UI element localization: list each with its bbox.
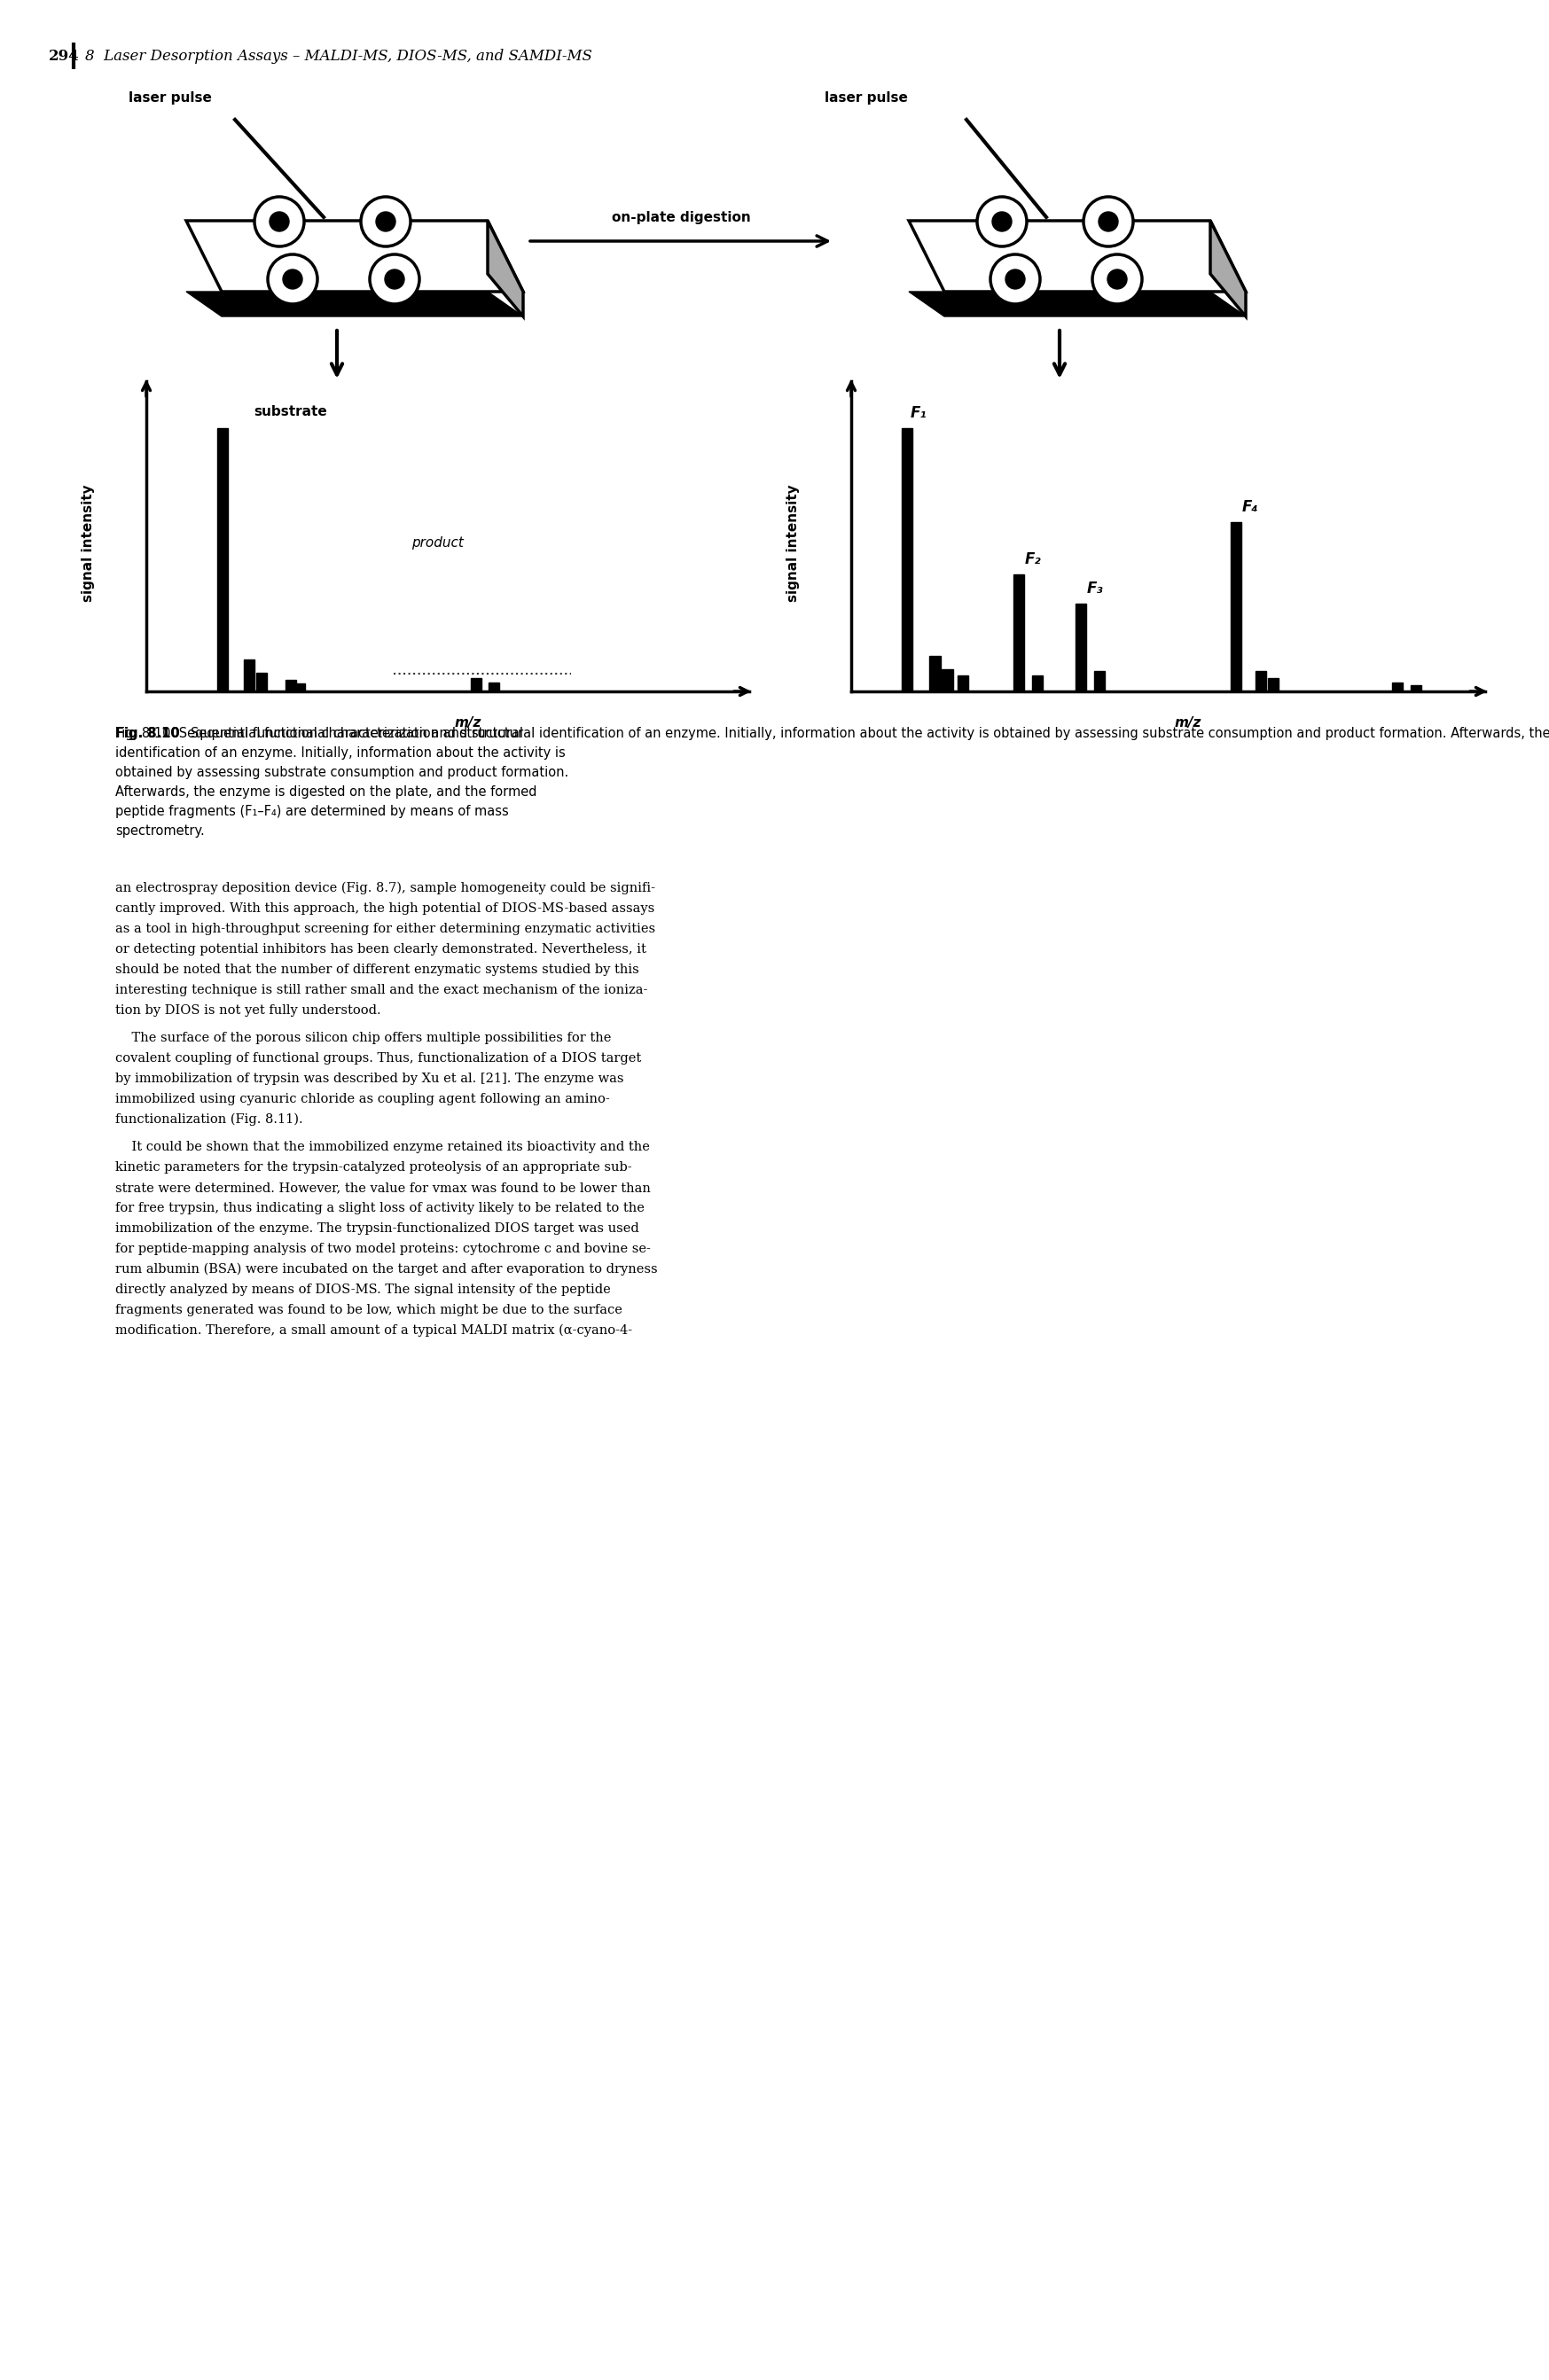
Text: tion by DIOS is not yet fully understood.: tion by DIOS is not yet fully understood… — [115, 1004, 381, 1016]
Circle shape — [993, 212, 1011, 231]
Text: obtained by assessing substrate consumption and product formation.: obtained by assessing substrate consumpt… — [115, 766, 568, 778]
Text: strate were determined. However, the value for vmax was found to be lower than: strate were determined. However, the val… — [115, 1180, 651, 1195]
Bar — [1393, 683, 1403, 693]
Text: kinetic parameters for the trypsin-catalyzed proteolysis of an appropriate sub-: kinetic parameters for the trypsin-catal… — [115, 1161, 632, 1173]
Text: Fig. 8.10: Fig. 8.10 — [115, 726, 180, 740]
Bar — [902, 428, 912, 693]
Text: rum albumin (BSA) were incubated on the target and after evaporation to dryness: rum albumin (BSA) were incubated on the … — [115, 1264, 658, 1276]
Bar — [218, 428, 228, 693]
Text: an electrospray deposition device (Fig. 8.7), sample homogeneity could be signif: an electrospray deposition device (Fig. … — [115, 883, 655, 895]
Polygon shape — [909, 221, 1245, 293]
Bar — [285, 681, 296, 693]
Text: F₃: F₃ — [1087, 581, 1103, 597]
Text: peptide fragments (F₁–F₄) are determined by means of mass: peptide fragments (F₁–F₄) are determined… — [115, 804, 508, 819]
Text: product: product — [412, 536, 463, 550]
Circle shape — [283, 269, 302, 288]
Text: laser pulse: laser pulse — [824, 90, 908, 105]
Bar — [1013, 574, 1024, 693]
Text: for peptide-mapping analysis of two model proteins: cytochrome c and bovine se-: for peptide-mapping analysis of two mode… — [115, 1242, 651, 1254]
Polygon shape — [186, 293, 524, 317]
Bar — [294, 683, 305, 693]
Bar — [1230, 521, 1242, 693]
Text: interesting technique is still rather small and the exact mechanism of the ioniz: interesting technique is still rather sm… — [115, 983, 647, 997]
Circle shape — [1098, 212, 1118, 231]
Text: F₄: F₄ — [1242, 500, 1259, 514]
Text: covalent coupling of functional groups. Thus, functionalization of a DIOS target: covalent coupling of functional groups. … — [115, 1052, 641, 1064]
Bar — [1411, 685, 1422, 693]
Text: modification. Therefore, a small amount of a typical MALDI matrix (α-cyano-4-: modification. Therefore, a small amount … — [115, 1323, 632, 1338]
Text: 294: 294 — [48, 48, 79, 64]
Polygon shape — [1210, 221, 1245, 317]
Text: F₁: F₁ — [911, 405, 926, 421]
Polygon shape — [186, 221, 524, 293]
Circle shape — [990, 255, 1039, 305]
Bar — [929, 657, 940, 693]
Text: cantly improved. With this approach, the high potential of DIOS-MS-based assays: cantly improved. With this approach, the… — [115, 902, 655, 914]
Text: Afterwards, the enzyme is digested on the plate, and the formed: Afterwards, the enzyme is digested on th… — [115, 785, 538, 800]
Circle shape — [1005, 269, 1025, 288]
Bar — [256, 674, 266, 693]
Bar — [489, 683, 499, 693]
Polygon shape — [488, 221, 524, 317]
Text: spectrometry.: spectrometry. — [115, 823, 204, 838]
Text: m/z: m/z — [1174, 716, 1202, 731]
Circle shape — [361, 198, 410, 248]
Circle shape — [1083, 198, 1134, 248]
Text: as a tool in high-throughput screening for either determining enzymatic activiti: as a tool in high-throughput screening f… — [115, 923, 655, 935]
Circle shape — [268, 255, 318, 305]
Text: signal intensity: signal intensity — [82, 483, 96, 602]
Text: 8  Laser Desorption Assays – MALDI-MS, DIOS-MS, and SAMDI-MS: 8 Laser Desorption Assays – MALDI-MS, DI… — [85, 48, 592, 64]
Circle shape — [270, 212, 290, 231]
Text: should be noted that the number of different enzymatic systems studied by this: should be noted that the number of diffe… — [115, 964, 640, 976]
Circle shape — [370, 255, 420, 305]
Circle shape — [1108, 269, 1128, 288]
Bar — [1267, 678, 1279, 693]
Circle shape — [384, 269, 404, 288]
Text: The surface of the porous silicon chip offers multiple possibilities for the: The surface of the porous silicon chip o… — [115, 1033, 612, 1045]
Bar — [1075, 605, 1086, 693]
Text: for free trypsin, thus indicating a slight loss of activity likely to be related: for free trypsin, thus indicating a slig… — [115, 1202, 644, 1214]
Text: by immobilization of trypsin was described by Xu et al. [21]. The enzyme was: by immobilization of trypsin was describ… — [115, 1073, 624, 1085]
Circle shape — [376, 212, 395, 231]
Bar — [1094, 671, 1104, 693]
Text: laser pulse: laser pulse — [129, 90, 212, 105]
Text: F₂: F₂ — [1025, 552, 1041, 566]
Polygon shape — [909, 293, 1245, 317]
Text: Fig. 8.10  Sequential functional characterization and structural: Fig. 8.10 Sequential functional characte… — [115, 726, 524, 740]
Text: It could be shown that the immobilized enzyme retained its bioactivity and the: It could be shown that the immobilized e… — [115, 1140, 651, 1154]
Bar — [471, 678, 482, 693]
Text: m/z: m/z — [454, 716, 482, 731]
Bar — [957, 676, 968, 693]
Text: Fig. 8.10: Fig. 8.10 — [115, 726, 180, 740]
Circle shape — [1092, 255, 1142, 305]
Text: immobilization of the enzyme. The trypsin-functionalized DIOS target was used: immobilization of the enzyme. The trypsi… — [115, 1223, 640, 1235]
Bar — [942, 669, 953, 693]
Bar — [1255, 671, 1267, 693]
Bar — [1032, 676, 1042, 693]
Circle shape — [254, 198, 304, 248]
Text: on-plate digestion: on-plate digestion — [612, 212, 750, 224]
Text: Sequential functional characterization and structural identification of an enzym: Sequential functional characterization a… — [191, 726, 1549, 740]
Text: immobilized using cyanuric chloride as coupling agent following an amino-: immobilized using cyanuric chloride as c… — [115, 1092, 610, 1104]
Text: identification of an enzyme. Initially, information about the activity is: identification of an enzyme. Initially, … — [115, 747, 565, 759]
Text: fragments generated was found to be low, which might be due to the surface: fragments generated was found to be low,… — [115, 1304, 623, 1316]
Text: directly analyzed by means of DIOS-MS. The signal intensity of the peptide: directly analyzed by means of DIOS-MS. T… — [115, 1283, 610, 1297]
Text: signal intensity: signal intensity — [787, 483, 801, 602]
Text: substrate: substrate — [254, 405, 327, 419]
Bar — [245, 659, 254, 693]
Text: or detecting potential inhibitors has been clearly demonstrated. Nevertheless, i: or detecting potential inhibitors has be… — [115, 942, 646, 954]
Circle shape — [977, 198, 1027, 248]
Text: functionalization (Fig. 8.11).: functionalization (Fig. 8.11). — [115, 1114, 304, 1126]
